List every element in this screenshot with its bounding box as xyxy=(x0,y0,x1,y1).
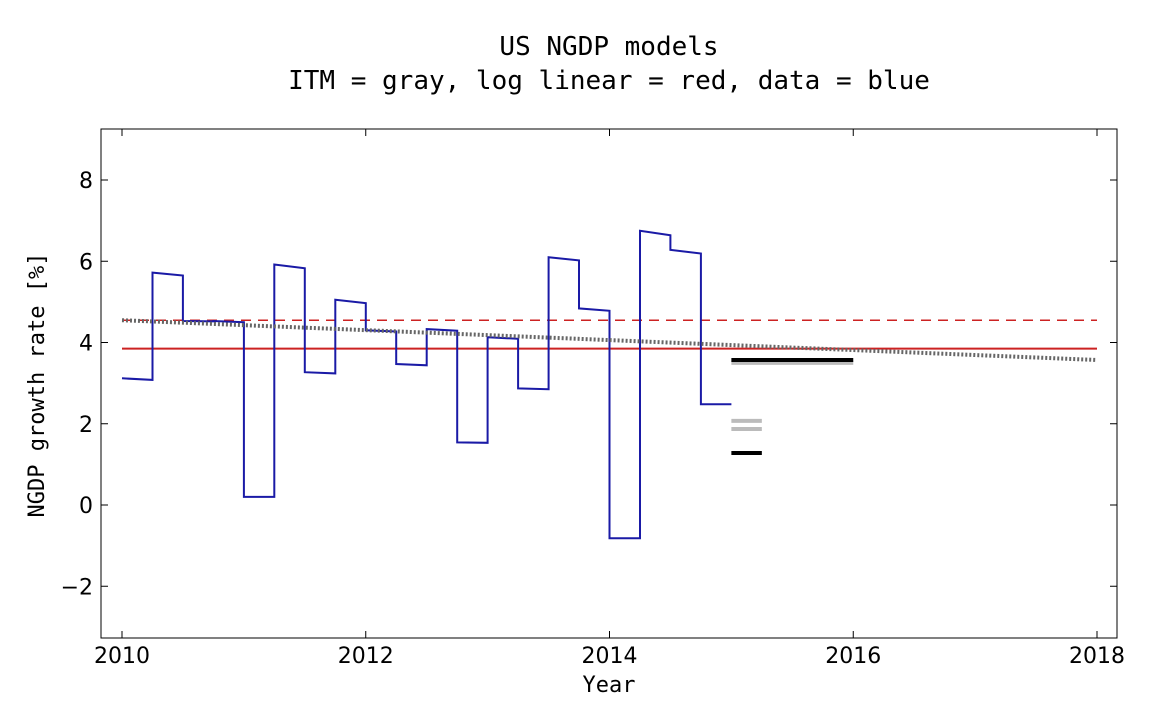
x-tick-label: 2018 xyxy=(1069,644,1125,669)
series-itm xyxy=(121,318,1098,362)
x-tick-label: 2016 xyxy=(825,644,881,669)
y-tick-label: 2 xyxy=(79,413,93,438)
axis-ticks xyxy=(101,129,1117,638)
chart-subtitle: ITM = gray, log linear = red, data = blu… xyxy=(288,66,930,96)
x-tick-label: 2014 xyxy=(582,644,638,669)
forecast-layer xyxy=(731,357,854,455)
y-tick-label: 6 xyxy=(79,250,93,275)
series-data xyxy=(121,229,732,540)
x-axis-label: Year xyxy=(583,673,636,698)
tick-labels: 2010 2012 2014 2016 2018 −2 0 2 4 6 8 xyxy=(61,169,1125,669)
x-tick-label: 2010 xyxy=(94,644,150,669)
y-tick-label: 4 xyxy=(79,332,93,357)
y-tick-label: 8 xyxy=(79,169,93,194)
y-tick-label: −2 xyxy=(61,575,93,600)
y-tick-label: 0 xyxy=(79,494,93,519)
y-axis-label: NGDP growth rate [%] xyxy=(25,253,50,518)
series-layer xyxy=(121,229,1098,540)
x-tick-label: 2012 xyxy=(338,644,394,669)
chart-title: US NGDP models xyxy=(499,32,718,62)
